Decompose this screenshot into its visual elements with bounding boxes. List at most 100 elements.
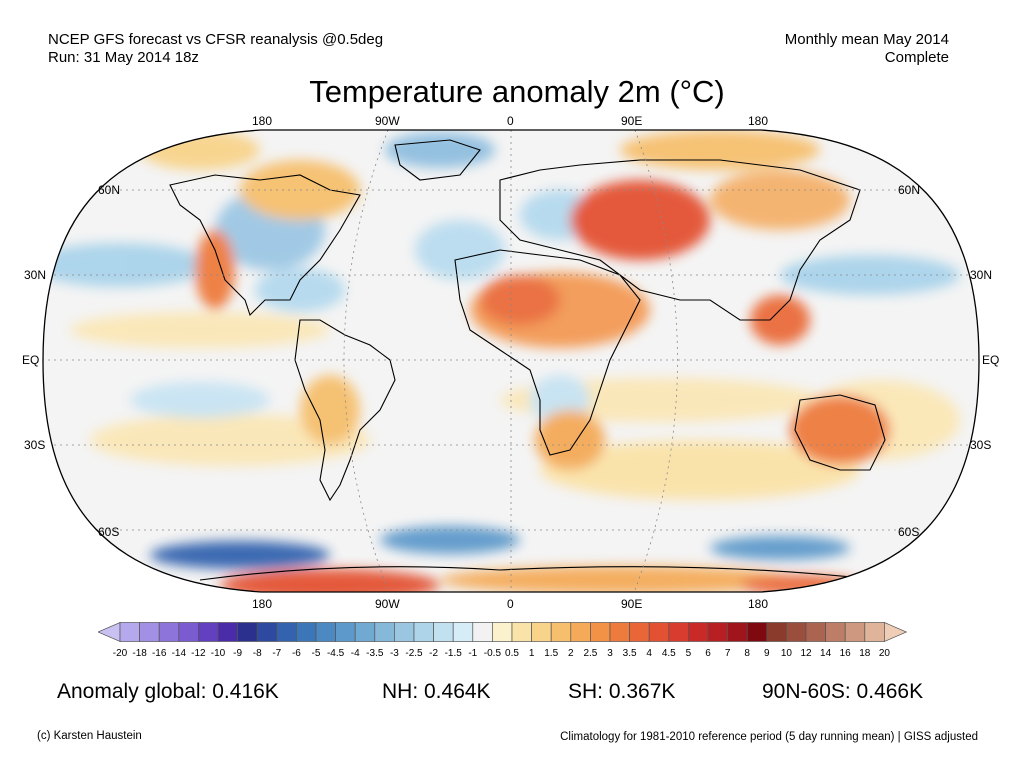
colorbar-swatch	[198, 622, 219, 642]
lat-label-left-30n: 30N	[24, 268, 47, 282]
lon-label-top-90w: 90W	[375, 114, 400, 128]
colorbar-swatch	[492, 622, 513, 642]
colorbar-tick-label: -6	[291, 648, 301, 659]
colorbar-swatch	[707, 622, 728, 642]
colorbar-swatch	[648, 622, 670, 642]
colorbar-tick-label: 10	[780, 648, 792, 659]
colorbar-tick-label: -12	[191, 648, 206, 659]
colorbar-swatch	[158, 622, 180, 642]
colorbar-tick-label: -9	[233, 648, 243, 659]
lon-label-top-180e: 180	[748, 114, 769, 128]
colorbar-swatch	[531, 622, 552, 642]
lon-label-bottom-180e: 180	[748, 597, 769, 611]
lat-label-right-30s: 30S	[970, 438, 992, 452]
colorbar-swatch	[315, 622, 336, 642]
colorbar-tick-label: 8	[744, 648, 750, 659]
globe-outline	[42, 129, 980, 593]
colorbar-swatch	[629, 622, 650, 642]
lon-label-top-90e: 90E	[621, 114, 643, 128]
colorbar-swatch	[825, 622, 846, 642]
colorbar	[98, 622, 908, 643]
colorbar-tick-label: 20	[878, 648, 890, 659]
colorbar-tick-label: -20	[112, 648, 128, 659]
colorbar-tick-label: -16	[151, 648, 167, 659]
colorbar-swatch	[688, 622, 709, 642]
colorbar-tick-label: 1.5	[544, 648, 559, 659]
colorbar-tick-label: 9	[764, 648, 770, 659]
lon-label-bottom-0: 0	[507, 597, 514, 611]
colorbar-tick-label: 3.5	[622, 648, 637, 659]
colorbar-tick-label: -4.5	[326, 648, 345, 659]
colorbar-swatch	[256, 622, 278, 642]
colorbar-swatch	[374, 622, 395, 642]
stat-arctic: 90N-60S: 0.466K	[762, 680, 924, 703]
colorbar-tick-label: -0.5	[483, 648, 502, 659]
colorbar-tick-label: 1	[528, 648, 535, 659]
lon-label-top-180w: 180	[252, 114, 273, 128]
colorbar-swatch	[452, 622, 474, 642]
colorbar-tick-label: 12	[800, 648, 812, 659]
lat-label-right-60s: 60S	[898, 525, 920, 539]
colorbar-tick-label: 16	[839, 648, 851, 659]
colorbar-swatch	[354, 622, 376, 642]
lat-label-left-30s: 30S	[24, 438, 46, 452]
colorbar-tick-label: -2.5	[405, 648, 423, 659]
header-run-info: Run: 31 May 2014 18z	[48, 49, 199, 66]
anomaly-map	[42, 129, 980, 593]
map-field	[43, 130, 979, 592]
graticule	[43, 130, 979, 591]
colorbar-swatch	[296, 622, 317, 642]
stat-global: Anomaly global: 0.416K	[57, 680, 279, 703]
colorbar-swatch	[119, 622, 140, 642]
lon-label-bottom-180w: 180	[252, 597, 273, 611]
colorbar-swatch	[864, 622, 885, 642]
colorbar-tick-label: -5	[311, 648, 321, 659]
colorbar-tick-label: 4.5	[661, 648, 676, 659]
colorbar-tick-label: -10	[210, 648, 226, 659]
header-status: Complete	[884, 49, 949, 66]
colorbar-swatch	[727, 622, 748, 642]
coastlines	[169, 139, 886, 581]
colorbar-swatch	[276, 622, 297, 642]
colorbar-swatch	[335, 622, 356, 642]
colorbar-tick-label: 0.5	[505, 648, 519, 659]
colorbar-tick-label: -14	[171, 648, 187, 659]
colorbar-swatch	[394, 622, 415, 642]
colorbar-swatch	[609, 622, 630, 642]
colorbar-tick-label: -18	[132, 648, 147, 659]
footer-climatology-note: Climatology for 1981-2010 reference peri…	[560, 731, 978, 743]
colorbar-swatch	[844, 622, 866, 642]
colorbar-tick-label: 6	[705, 648, 711, 659]
colorbar-swatch	[139, 622, 160, 642]
colorbar-tick-label: -2	[429, 648, 439, 659]
colorbar-max-arrow	[884, 622, 908, 643]
map-title: Temperature anomaly 2m (°C)	[309, 74, 725, 109]
colorbar-tick-label: 5	[685, 648, 692, 659]
lat-label-right-30n: 30N	[970, 268, 993, 282]
header-model-info: NCEP GFS forecast vs CFSR reanalysis @0.…	[48, 31, 384, 48]
footer-credit: (c) Karsten Haustein	[37, 730, 142, 742]
lon-label-bottom-90w: 90W	[375, 597, 400, 611]
colorbar-swatch	[178, 622, 199, 642]
colorbar-tick-label: 3	[607, 648, 613, 659]
stat-sh: SH: 0.367K	[568, 680, 676, 703]
stat-nh: NH: 0.464K	[382, 680, 491, 703]
colorbar-tick-label: 14	[820, 648, 832, 659]
colorbar-swatch	[668, 622, 689, 642]
colorbar-swatch	[433, 622, 454, 642]
lon-label-bottom-90e: 90E	[621, 597, 643, 611]
colorbar-tick-label: 4	[646, 648, 652, 659]
colorbar-swatch	[511, 622, 532, 642]
colorbar-tick-label: 7	[724, 648, 731, 659]
colorbar-swatch	[472, 622, 493, 642]
colorbar-tick-label: 18	[859, 648, 871, 659]
colorbar-swatch	[766, 622, 787, 642]
colorbar-swatch	[237, 622, 258, 642]
lat-label-right-eq: EQ	[982, 353, 1000, 367]
colorbar-swatch	[413, 622, 434, 642]
colorbar-tick-label: -1	[468, 648, 478, 659]
colorbar-swatch	[570, 622, 591, 642]
lat-label-left-eq: EQ	[22, 353, 40, 367]
colorbar-swatch	[805, 622, 826, 642]
header-period: Monthly mean May 2014	[784, 31, 949, 48]
